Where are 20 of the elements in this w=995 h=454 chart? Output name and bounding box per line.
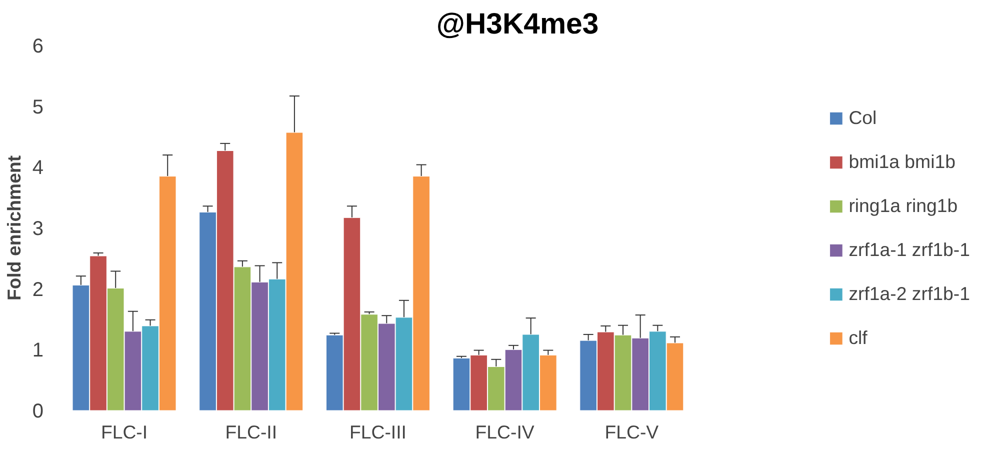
x-tick-label: FLC-V bbox=[604, 422, 660, 442]
x-tick-label: FLC-I bbox=[100, 422, 148, 442]
y-tick-label: 3 bbox=[32, 218, 44, 240]
legend-label: Col bbox=[848, 106, 877, 128]
legend-label: zrf1a-1 zrf1b-1 bbox=[848, 238, 970, 260]
y-tick-label: 6 bbox=[32, 36, 44, 58]
chart-title: @H3K4me3 bbox=[436, 8, 599, 40]
x-tick-label: FLC-IV bbox=[475, 422, 535, 442]
y-tick-label: 1 bbox=[32, 340, 44, 362]
x-tick-label: FLC-III bbox=[349, 422, 406, 442]
y-tick-label: 2 bbox=[32, 278, 44, 301]
y-tick-label: 0 bbox=[32, 400, 44, 422]
y-tick-label: 4 bbox=[32, 157, 44, 180]
x-tick-label: FLC-II bbox=[225, 422, 278, 442]
y-axis-title: Fold enrichment bbox=[3, 155, 24, 301]
legend-label: clf bbox=[848, 326, 868, 348]
y-tick-label: 5 bbox=[32, 96, 44, 118]
legend-label: bmi1a bmi1b bbox=[848, 150, 956, 172]
legend-label: zrf1a-2 zrf1b-1 bbox=[848, 282, 970, 304]
legend-label: ring1a ring1b bbox=[848, 194, 958, 216]
